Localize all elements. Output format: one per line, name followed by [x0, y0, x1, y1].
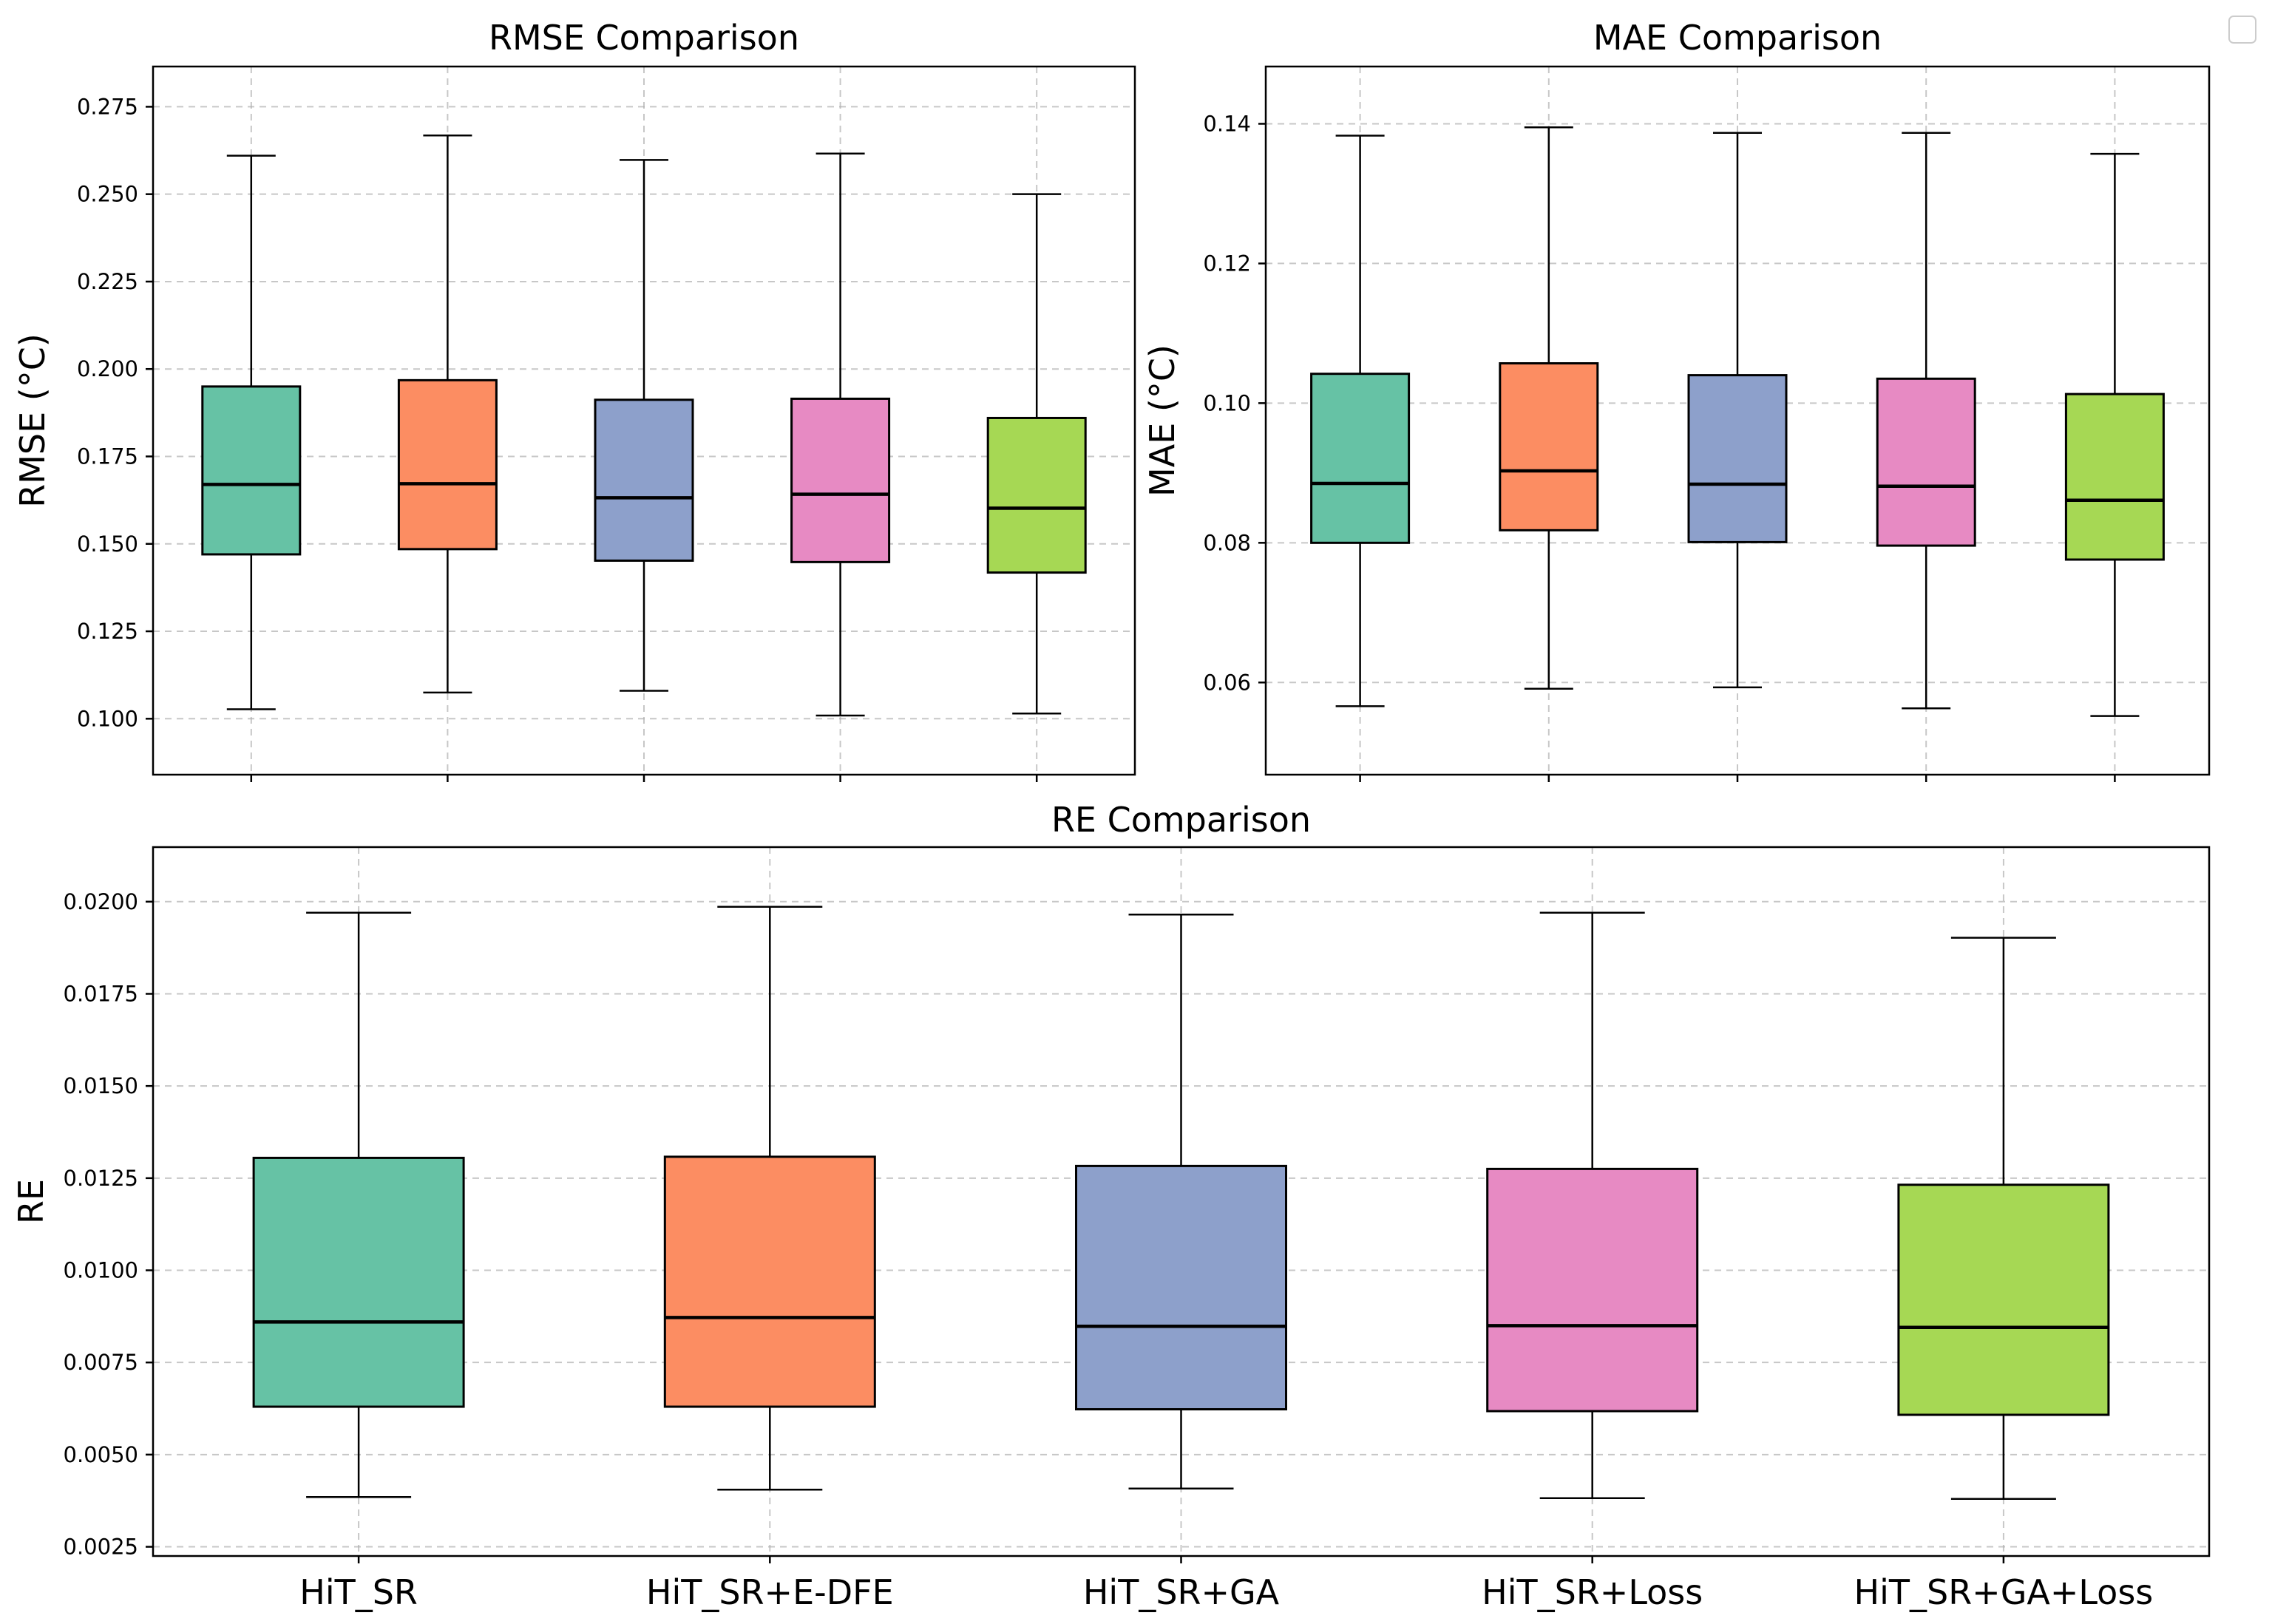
- rmse-iqr-box-4: [988, 418, 1085, 572]
- mae-iqr-box-2: [1689, 376, 1786, 543]
- re-ytick-label-5: 0.0150: [64, 1073, 138, 1098]
- re-iqr-box-0: [254, 1158, 464, 1407]
- rmse-iqr-box-2: [595, 400, 693, 561]
- mae-box-0: [1312, 136, 1409, 707]
- mae-ytick-label-1: 0.08: [1203, 530, 1251, 555]
- re-box-2: [1076, 914, 1286, 1488]
- mae-ytick-label-3: 0.12: [1203, 251, 1251, 276]
- rmse-ytick-label-4: 0.200: [77, 356, 138, 381]
- re-xtick-label-2: HiT_SR+GA: [1083, 1572, 1280, 1612]
- mae-iqr-box-0: [1312, 374, 1409, 543]
- re-iqr-box-3: [1488, 1169, 1698, 1411]
- rmse-ytick-label-0: 0.100: [77, 706, 138, 731]
- rmse-box-4: [988, 194, 1085, 714]
- mae-box-3: [1877, 133, 1975, 708]
- re-xtick-label-4: HiT_SR+GA+Loss: [1854, 1572, 2154, 1612]
- mae-ylabel: MAE (°C): [1142, 344, 1182, 497]
- legend-placeholder-box: [2229, 16, 2256, 43]
- re-ylabel: RE: [11, 1179, 51, 1224]
- re-xtick-label-1: HiT_SR+E-DFE: [646, 1572, 894, 1612]
- re-iqr-box-4: [1899, 1185, 2109, 1415]
- re-iqr-box-2: [1076, 1166, 1286, 1409]
- mae-iqr-box-1: [1500, 364, 1598, 531]
- mae-box-4: [2066, 154, 2163, 716]
- rmse-ytick-label-6: 0.250: [77, 182, 138, 207]
- re-ytick-label-1: 0.0050: [64, 1442, 138, 1467]
- rmse-ytick-label-1: 0.125: [77, 619, 138, 644]
- re-ytick-label-6: 0.0175: [64, 981, 138, 1006]
- rmse-title: RMSE Comparison: [489, 18, 799, 58]
- mae-box-1: [1500, 127, 1598, 689]
- re-ytick-label-2: 0.0075: [64, 1350, 138, 1375]
- rmse-iqr-box-0: [203, 387, 300, 554]
- rmse-iqr-box-1: [399, 380, 496, 549]
- re-ytick-label-0: 0.0025: [64, 1535, 138, 1560]
- re-ytick-label-7: 0.0200: [64, 889, 138, 914]
- rmse-ylabel: RMSE (°C): [13, 333, 52, 508]
- mae-title: MAE Comparison: [1593, 18, 1882, 58]
- re-xtick-label-0: HiT_SR: [299, 1572, 418, 1612]
- rmse-box-1: [399, 135, 496, 693]
- re-ytick-label-4: 0.0125: [64, 1166, 138, 1191]
- rmse-box-0: [203, 156, 300, 710]
- re-box-3: [1488, 913, 1698, 1498]
- re-iqr-box-1: [665, 1157, 875, 1407]
- re-xtick-label-3: HiT_SR+Loss: [1482, 1572, 1703, 1612]
- mae-iqr-box-3: [1877, 378, 1975, 546]
- rmse-ytick-label-5: 0.225: [77, 269, 138, 294]
- mae-box-2: [1689, 133, 1786, 687]
- mae-ytick-label-2: 0.10: [1203, 390, 1251, 415]
- mae-iqr-box-4: [2066, 394, 2163, 560]
- re-panel: 0.0025 0.0050 0.0075 0.0100 0.0125 0.0150 0.01…: [11, 800, 2209, 1612]
- rmse-panel: 0.100 0.125 0.150 0.175 0.200 0.225 0.250 0.275…: [13, 18, 1135, 782]
- rmse-iqr-box-3: [792, 398, 889, 562]
- re-box-4: [1899, 938, 2109, 1499]
- mae-ytick-label-0: 0.06: [1203, 670, 1251, 695]
- rmse-ytick-label-3: 0.175: [77, 444, 138, 469]
- rmse-box-2: [595, 160, 693, 690]
- mae-ytick-label-4: 0.14: [1203, 111, 1251, 136]
- rmse-ytick-label-2: 0.150: [77, 531, 138, 557]
- re-title: RE Comparison: [1051, 800, 1311, 840]
- mae-panel: 0.06 0.08 0.10 0.12 0.14 MAE Comparison MAE (°…: [1142, 18, 2209, 782]
- rmse-ytick-label-7: 0.275: [77, 94, 138, 119]
- re-ytick-label-3: 0.0100: [64, 1258, 138, 1283]
- re-box-0: [254, 913, 464, 1497]
